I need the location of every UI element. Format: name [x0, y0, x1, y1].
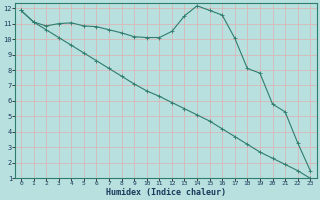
X-axis label: Humidex (Indice chaleur): Humidex (Indice chaleur) [106, 188, 226, 197]
